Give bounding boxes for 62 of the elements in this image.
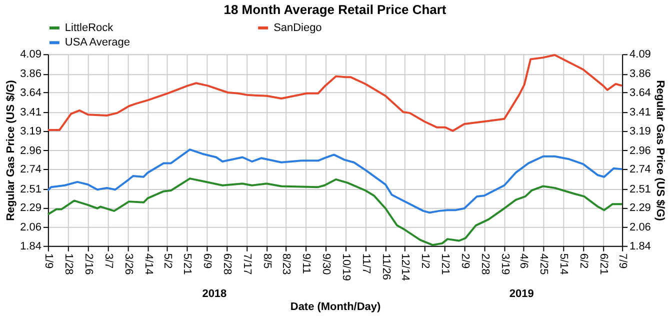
x-tick-label: 5/2 (161, 253, 174, 269)
y2-tick-label: 2.06 (630, 222, 651, 234)
y-tick-label: 1.84 (20, 240, 42, 252)
y-tick-label: 2.96 (20, 144, 42, 157)
x-tick-label: 7/17 (241, 253, 254, 275)
y2-tick-label: 2.74 (630, 164, 651, 176)
y2-tick-label: 3.86 (630, 68, 651, 80)
x-tick-label: 7/9 (616, 253, 629, 269)
y-tick-label: 3.86 (20, 68, 42, 80)
x-tick-label: 6/28 (221, 253, 234, 275)
y2-tick-label: 3.41 (630, 106, 651, 119)
x-tick-label: 2/28 (478, 253, 491, 275)
x-tick-label: 5/14 (558, 253, 570, 275)
y-tick-label: 2.29 (20, 202, 42, 214)
x-tick-label: 1/9 (42, 253, 54, 269)
y2-axis-title: Regular Gas Price (US $/G) (654, 80, 666, 222)
x-tick-label: 1/2 (418, 253, 431, 269)
y2-tick-label: 3.19 (630, 125, 651, 138)
x-tick-label: 11/26 (380, 253, 392, 280)
y-tick-label: 2.51 (20, 183, 42, 196)
y2-tick-label: 2.51 (630, 183, 651, 196)
x-tick-label: 10/19 (340, 253, 352, 281)
x-tick-label: 6/9 (201, 253, 214, 269)
x-tick-label: 9/11 (300, 253, 312, 274)
y2-tick-label: 2.96 (630, 144, 651, 157)
x-tick-label: 1/21 (438, 253, 451, 275)
x-tick-label: 11/7 (360, 253, 372, 274)
y2-tick-label: 1.84 (630, 240, 651, 252)
chart-title: 18 Month Average Retail Price Chart (224, 2, 447, 18)
y-tick-label: 3.19 (20, 125, 42, 138)
x-tick-label: 8/23 (280, 253, 292, 275)
line-series (46, 148, 624, 214)
y-tick-label: 3.64 (20, 86, 42, 99)
text: 2018 (202, 288, 227, 300)
y-tick-label: 2.06 (20, 222, 42, 234)
legend-label: LittleRock (64, 22, 114, 34)
x-tick-label: 6/21 (598, 253, 610, 275)
x-axis-title: Date (Month/Day) (290, 300, 381, 313)
x-tick-label: 3/26 (122, 253, 134, 275)
x-tick-label: 1/28 (62, 253, 74, 275)
x-tick-label: 2/16 (82, 253, 94, 275)
y-tick-label: 4.09 (20, 48, 42, 61)
legend-label: USA Average (64, 36, 130, 49)
text: 2019 (509, 288, 534, 300)
x-tick-label: 12/14 (398, 253, 411, 281)
y-tick-label: 2.74 (20, 164, 42, 176)
x-tick-label: 2/9 (458, 253, 471, 269)
x-tick-label: 4/25 (538, 253, 550, 275)
x-tick-label: 4/6 (518, 253, 530, 269)
x-tick-label: 6/2 (578, 253, 590, 269)
x-tick-label: 8/5 (261, 253, 274, 269)
x-tick-label: 4/14 (142, 253, 154, 275)
legend-label: SanDiego (274, 22, 322, 34)
y2-tick-label: 2.29 (630, 202, 651, 214)
x-tick-label: 3/19 (498, 253, 511, 275)
x-tick-label: 9/30 (320, 253, 332, 275)
y-axis-title: Regular Gas Price (US $/G) (5, 80, 18, 221)
x-tick-label: 3/7 (102, 253, 114, 269)
x-tick-label: 5/21 (181, 253, 194, 275)
y-tick-label: 3.41 (20, 106, 42, 119)
y2-tick-label: 3.64 (630, 86, 651, 99)
y2-tick-label: 4.09 (630, 48, 651, 61)
